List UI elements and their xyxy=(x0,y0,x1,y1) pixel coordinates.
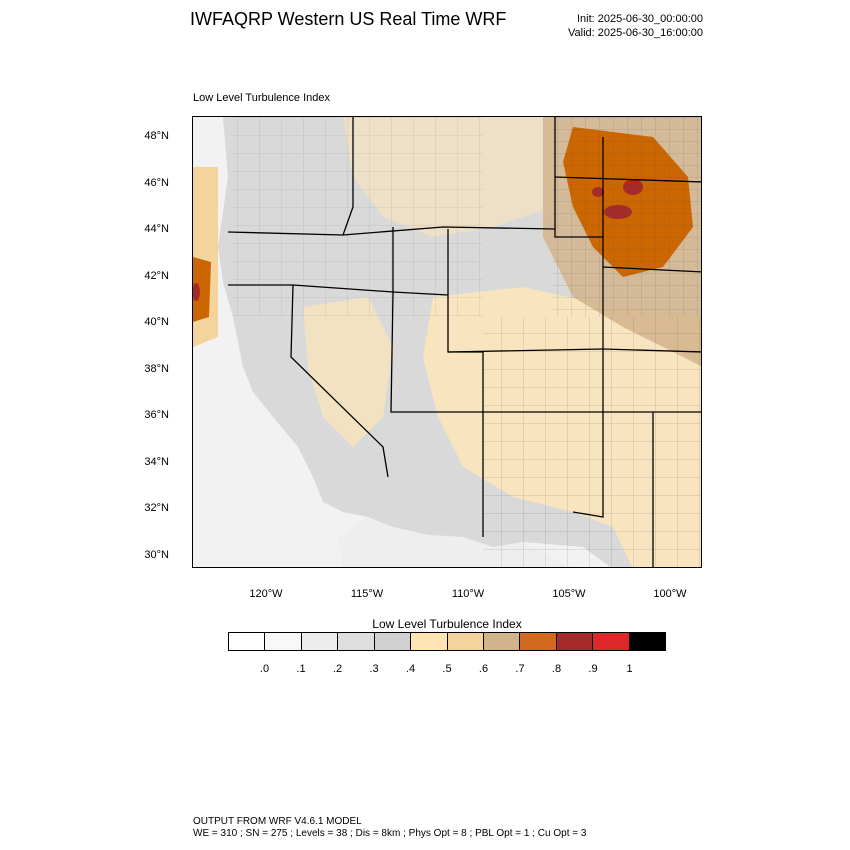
lon-label-100: 100°W xyxy=(653,588,687,600)
map-title: Low Level Turbulence Index xyxy=(193,92,330,104)
colorbar xyxy=(228,632,666,651)
lon-label-120: 120°W xyxy=(249,588,283,600)
colorbar-label: .0 xyxy=(259,663,270,675)
colorbar-swatch xyxy=(556,633,594,650)
state-borders xyxy=(227,117,701,567)
colorbar-label: .7 xyxy=(515,663,525,675)
colorbar-swatch xyxy=(411,633,448,650)
lat-label-40: 40°N xyxy=(144,316,169,328)
county-lines-west xyxy=(233,117,483,317)
main-title: IWFAQRP Western US Real Time WRF xyxy=(190,9,507,29)
colorbar-swatch xyxy=(593,633,630,650)
lat-label-32: 32°N xyxy=(144,502,169,514)
peak-coast xyxy=(193,283,200,301)
colorbar-title: Low Level Turbulence Index xyxy=(372,617,522,631)
colorbar-label: .1 xyxy=(296,663,306,675)
lat-label-36: 36°N xyxy=(144,409,169,421)
lat-label-30: 30°N xyxy=(144,549,169,561)
model-settings: WE = 310 ; SN = 275 ; Levels = 38 ; Dis … xyxy=(193,828,587,839)
colorbar-label: 1 xyxy=(626,663,633,675)
band-nevada xyxy=(303,297,393,447)
county-lines-plains xyxy=(553,117,701,317)
colorbar-label: .6 xyxy=(478,663,489,675)
map-panel xyxy=(192,116,702,568)
colorbar-swatch xyxy=(301,633,339,650)
lat-label-38: 38°N xyxy=(144,363,169,375)
colorbar-label: .4 xyxy=(405,663,416,675)
lon-label-115: 115°W xyxy=(350,588,384,600)
colorbar-label: .3 xyxy=(369,663,379,675)
colorbar-label: .8 xyxy=(551,663,562,675)
colorbar-swatch xyxy=(629,633,666,650)
colorbar-swatch xyxy=(265,633,302,650)
colorbar-swatch xyxy=(338,633,375,650)
valid-time: Valid: 2025-06-30_16:00:00 xyxy=(568,27,703,39)
colorbar-swatch xyxy=(229,633,266,650)
model-info: OUTPUT FROM WRF V4.6.1 MODEL xyxy=(193,816,362,827)
county-lines-east xyxy=(483,317,701,567)
lon-label-110: 110°W xyxy=(451,588,485,600)
colorbar-swatch xyxy=(447,633,484,650)
lat-label-44: 44°N xyxy=(144,223,169,235)
lat-label-46: 46°N xyxy=(144,177,169,189)
init-time: Init: 2025-06-30_00:00:00 xyxy=(577,13,703,25)
lat-label-48: 48°N xyxy=(144,130,169,142)
lat-label-42: 42°N xyxy=(144,270,169,282)
colorbar-swatch xyxy=(520,633,557,650)
colorbar-swatch xyxy=(483,633,521,650)
colorbar-label: .9 xyxy=(588,663,598,675)
lon-label-105: 105°W xyxy=(552,588,586,600)
colorbar-label: .5 xyxy=(442,663,452,675)
band-high-coast xyxy=(193,257,211,322)
colorbar-swatch xyxy=(374,633,412,650)
lat-label-34: 34°N xyxy=(144,456,169,468)
turbulence-map xyxy=(193,117,701,567)
colorbar-label: .2 xyxy=(332,663,343,675)
